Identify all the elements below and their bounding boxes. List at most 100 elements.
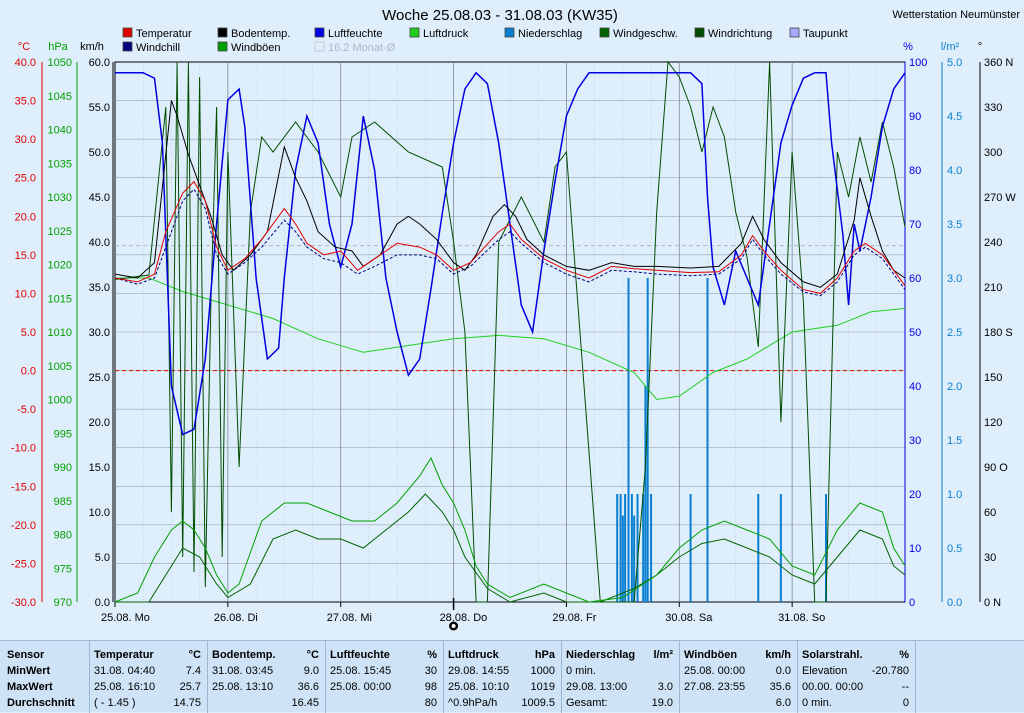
tick-label-humidity: 30 — [909, 435, 921, 447]
rain-bar — [619, 494, 622, 602]
tick-label-wind: 45.0 — [89, 192, 110, 204]
stat-value: 36.6 — [297, 681, 319, 693]
tick-label-pressure: 980 — [54, 530, 72, 542]
tick-label-temp: 40.0 — [15, 57, 36, 69]
rain-bar — [646, 278, 649, 602]
rain-bar — [644, 386, 647, 602]
plot-area: °C 40.0 35.0 30.0 25.0 20.0 15.0 10.0 5.0 0.0 -5.0… — [11, 41, 1016, 631]
stat-value: 16.45 — [291, 697, 319, 709]
stat-label: 0 min. — [802, 697, 832, 709]
legend-swatch — [217, 41, 228, 52]
stat-label: ( - 1.45 ) — [94, 697, 136, 709]
tick-label-humidity: 20 — [909, 489, 921, 501]
legend-swatch — [314, 41, 325, 52]
stat-label: 0 min. — [566, 665, 596, 677]
stat-value: 1019 — [530, 681, 555, 693]
legend-swatch — [217, 27, 228, 38]
tick-label-temp: -5.0 — [17, 404, 36, 416]
stat-title: Windböen — [684, 649, 738, 661]
rain-bar — [636, 494, 639, 602]
legend-item-windrichtung: Windrichtung — [694, 27, 772, 40]
stat-label: Gesamt: — [566, 697, 608, 709]
legend-label: Windböen — [231, 42, 281, 54]
series-luftfeuchte — [115, 71, 906, 436]
legend-label: Taupunkt — [803, 28, 848, 40]
legend-swatch — [694, 27, 705, 38]
tick-label-wind: 0.0 — [95, 597, 110, 609]
series-windgeschw — [115, 493, 906, 603]
stat-unit: °C — [188, 649, 201, 661]
tick-label-pressure: 1045 — [48, 91, 72, 103]
stat-value: 6.0 — [775, 697, 791, 709]
tick-label-direction: 210 — [984, 282, 1002, 294]
tick-label-rain: 0.5 — [947, 543, 962, 555]
legend-swatch — [122, 27, 133, 38]
tick-label-pressure: 1030 — [48, 192, 72, 204]
legend-swatch — [314, 27, 325, 38]
legend-item-niederschlag: Niederschlag — [504, 27, 582, 40]
axis-unit-wind: km/h — [80, 41, 104, 53]
tick-label-pressure: 1000 — [48, 395, 72, 407]
axis-unit-humidity: % — [903, 41, 913, 53]
axis-unit-temp: °C — [18, 41, 30, 53]
station-name: Wetterstation Neumünster — [892, 9, 1020, 21]
stat-value: 0 — [902, 697, 909, 709]
rain-bar — [779, 494, 782, 602]
rain-bar — [825, 494, 827, 602]
tick-label-rain: 3.5 — [947, 219, 962, 231]
tick-label-humidity: 0 — [909, 597, 915, 609]
tick-label-rain: 2.0 — [947, 381, 962, 393]
legend-item-bodentemp: Bodentemp. — [217, 27, 290, 40]
rain-bar — [633, 515, 636, 602]
chart-title: Woche 25.08.03 - 31.08.03 (KW35) — [382, 7, 618, 24]
stat-unit: % — [899, 649, 909, 661]
rain-bar — [621, 515, 624, 602]
tick-label-pressure: 970 — [54, 597, 72, 609]
stat-unit: l/m² — [653, 649, 673, 661]
legend-swatch — [504, 27, 515, 38]
stat-value: -- — [901, 681, 909, 693]
tick-label-wind: 40.0 — [89, 237, 110, 249]
stat-column-6: Solarstrahl.% Elevation -20.780 00.00. 00:0… — [798, 641, 916, 713]
legend-label: 16.2 Monat-Ø — [328, 42, 396, 54]
stat-column-2: Luftfeuchte% 25.08. 15:45 30 25.08. 00:00 98… — [326, 641, 444, 713]
tick-label-temp: 20.0 — [15, 211, 36, 223]
legend-item-luftfeuchte: Luftfeuchte — [314, 27, 382, 40]
tick-label-rain: 2.5 — [947, 327, 962, 339]
stat-column-0: Temperatur °C 31.08. 04:40 7.4 25.08. 16:10 2… — [90, 641, 208, 713]
rain-bar — [706, 278, 709, 602]
stat-value: 9.0 — [303, 665, 319, 677]
x-tick-label: 25.08. Mo — [101, 612, 150, 624]
tick-label-pressure: 995 — [54, 428, 72, 440]
tick-label-direction: 120 — [984, 417, 1002, 429]
tick-label-temp: 10.0 — [15, 288, 36, 300]
stat-label: 25.08. 10:10 — [448, 681, 510, 693]
tick-label-wind: 60.0 — [89, 57, 110, 69]
tick-label-direction: 60 — [984, 507, 996, 519]
legend: Temperatur Windchill Bodentemp. Windböen Luf… — [122, 27, 848, 54]
tick-label-wind: 15.0 — [89, 462, 110, 474]
tick-label-temp: 30.0 — [15, 134, 36, 146]
tick-label-humidity: 10 — [909, 543, 921, 555]
stat-value: 1009.5 — [521, 697, 555, 709]
row-label-min: MinWert — [7, 665, 51, 677]
rain-bar — [616, 494, 619, 602]
tick-label-pressure: 975 — [54, 563, 72, 575]
legend-label: Windgeschw. — [613, 28, 678, 40]
stat-title: Luftfeuchte — [330, 649, 390, 661]
tick-label-rain: 3.0 — [947, 273, 962, 285]
legend-label: Bodentemp. — [231, 28, 290, 40]
legend-item-monat: 16.2 Monat-Ø — [314, 41, 396, 54]
tick-label-wind: 20.0 — [89, 417, 110, 429]
stat-label: 31.08. 04:40 — [94, 665, 156, 677]
tick-label-rain: 1.5 — [947, 435, 962, 447]
tick-label-wind: 10.0 — [89, 507, 110, 519]
x-tick-label: 26.08. Di — [214, 612, 258, 624]
rain-bar — [757, 494, 760, 602]
tick-label-temp: 15.0 — [15, 250, 36, 262]
weather-chart: Woche 25.08.03 - 31.08.03 (KW35) Wetters… — [10, 7, 1021, 631]
legend-label: Luftdruck — [423, 28, 469, 40]
tick-label-temp: 5.0 — [21, 327, 36, 339]
legend-label: Temperatur — [136, 28, 192, 40]
tick-label-direction: 300 — [984, 147, 1002, 159]
